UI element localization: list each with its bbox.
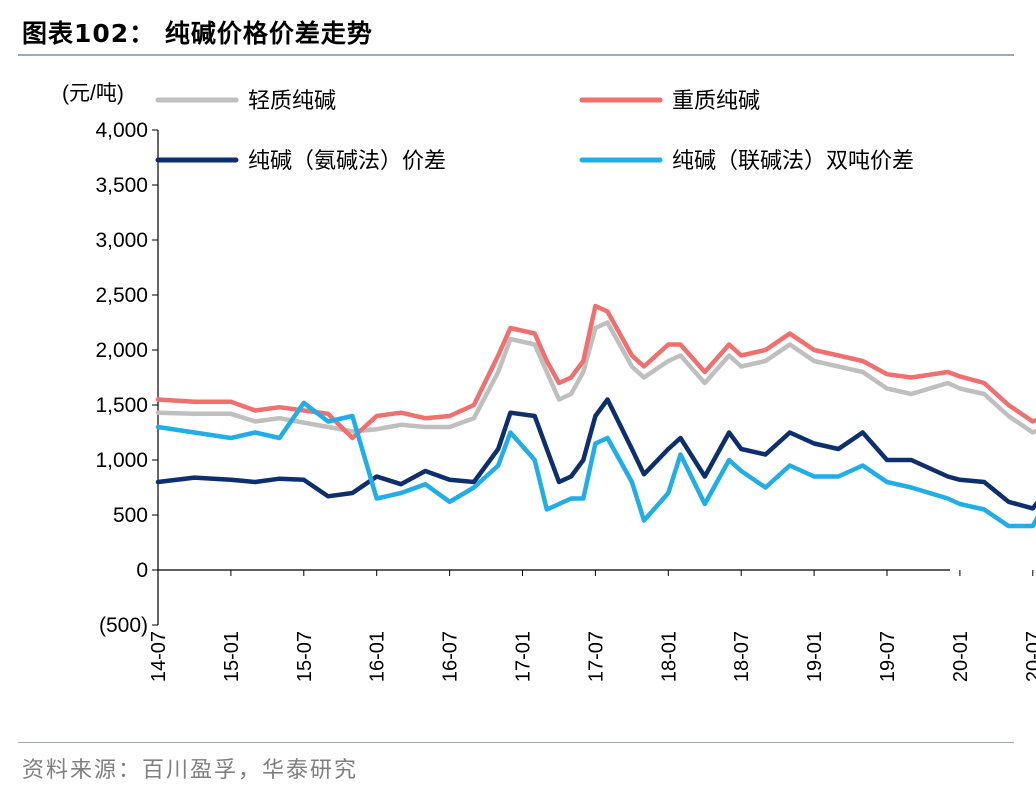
x-tick-label: 20-07 bbox=[1023, 631, 1036, 682]
series-line-1 bbox=[155, 320, 1036, 435]
legend-label: 纯碱（氨碱法）价差 bbox=[248, 148, 446, 173]
x-tick-label: 19-07 bbox=[877, 631, 899, 682]
x-tick-label: 17-07 bbox=[585, 631, 607, 682]
y-tick-label: 3,000 bbox=[95, 229, 148, 252]
source-note: 资料来源：百川盈孚，华泰研究 bbox=[22, 758, 359, 783]
y-tick-label: 4,000 bbox=[95, 119, 148, 142]
y-axis-label: (元/吨) bbox=[62, 82, 124, 105]
legend-label: 轻质纯碱 bbox=[248, 88, 336, 113]
y-tick-label: 500 bbox=[113, 504, 148, 527]
y-tick-label: 3,500 bbox=[95, 174, 148, 197]
x-tick-label: 15-01 bbox=[221, 631, 243, 682]
x-tick-label: 14-07 bbox=[148, 631, 170, 682]
x-tick-label: 20-01 bbox=[950, 631, 972, 682]
source-divider bbox=[18, 742, 1014, 743]
y-tick-label: 1,500 bbox=[95, 394, 148, 417]
series-layer bbox=[155, 303, 1036, 529]
x-tick-label: 15-07 bbox=[294, 631, 316, 682]
axes: (500) 0 500 1,000 1,500 2,000 2,500 3,000 3,500 4… bbox=[95, 119, 1036, 682]
y-tick-label: 0 bbox=[136, 559, 148, 582]
y-tick-label: 2,000 bbox=[95, 339, 148, 362]
x-tick-label: 16-07 bbox=[440, 631, 462, 682]
legend-label: 重质纯碱 bbox=[672, 88, 760, 113]
y-tick-label: 1,000 bbox=[95, 449, 148, 472]
y-tick-label: (500) bbox=[99, 614, 148, 637]
y-tick-label: 2,500 bbox=[95, 284, 148, 307]
series-line-3 bbox=[155, 397, 1036, 511]
legend-label: 纯碱（联碱法）双吨价差 bbox=[672, 148, 914, 173]
chart-canvas: (500) 0 500 1,000 1,500 2,000 2,500 3,000 3,500 4… bbox=[62, 82, 1036, 682]
x-tick-label: 19-01 bbox=[804, 631, 826, 682]
x-tick-label: 16-01 bbox=[367, 631, 389, 682]
title-divider bbox=[18, 54, 1014, 56]
figure-title: 图表102： 纯碱价格价差走势 bbox=[22, 19, 373, 48]
x-tick-label: 17-01 bbox=[513, 631, 535, 682]
series-line-4 bbox=[155, 400, 1036, 529]
series-line-2 bbox=[155, 303, 1036, 441]
x-tick-label: 18-01 bbox=[658, 631, 680, 682]
x-tick-label: 18-07 bbox=[731, 631, 753, 682]
